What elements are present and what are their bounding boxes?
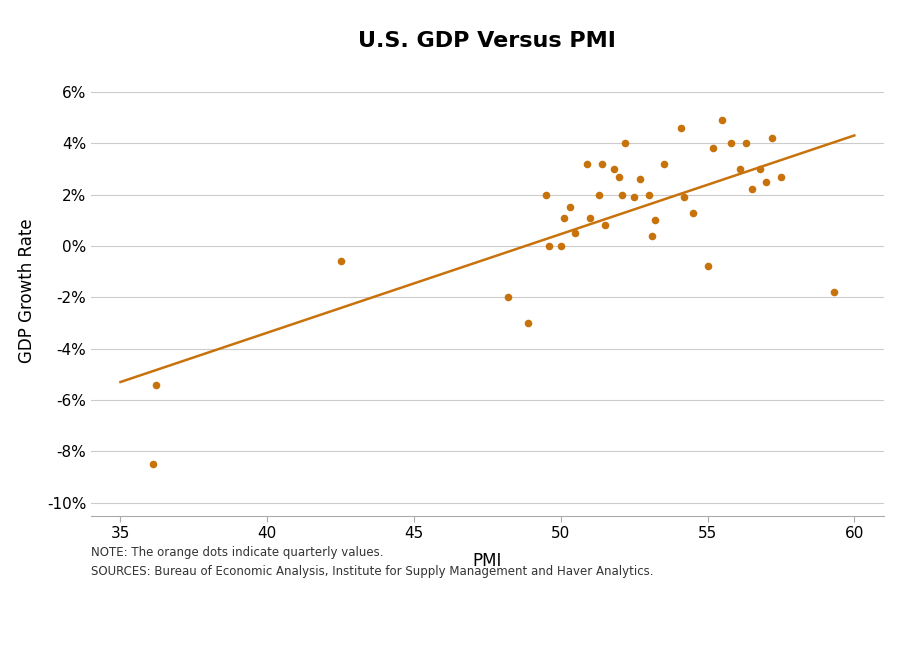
Point bbox=[744, 184, 759, 195]
Point bbox=[607, 163, 621, 174]
Point bbox=[146, 459, 160, 469]
Point bbox=[580, 159, 595, 169]
Point bbox=[701, 261, 715, 272]
Point bbox=[538, 189, 553, 200]
Point bbox=[759, 176, 773, 187]
Point bbox=[583, 212, 598, 223]
Point bbox=[501, 292, 516, 303]
Point bbox=[521, 318, 536, 329]
Point bbox=[542, 241, 557, 251]
Point bbox=[627, 192, 641, 202]
Point bbox=[826, 287, 841, 297]
Point bbox=[715, 115, 730, 126]
Point bbox=[656, 159, 670, 169]
Point bbox=[554, 241, 568, 251]
Point bbox=[618, 138, 632, 149]
Point bbox=[612, 171, 627, 182]
Point bbox=[641, 189, 656, 200]
Point bbox=[644, 230, 659, 241]
Point bbox=[591, 189, 606, 200]
Point bbox=[333, 256, 348, 266]
X-axis label: PMI: PMI bbox=[473, 552, 502, 570]
Point bbox=[562, 202, 577, 213]
Point bbox=[773, 171, 788, 182]
Point bbox=[765, 133, 780, 143]
Point bbox=[615, 189, 630, 200]
Point bbox=[732, 163, 747, 174]
Point bbox=[706, 143, 721, 153]
Point bbox=[633, 174, 648, 184]
Point bbox=[686, 207, 701, 217]
Text: of: of bbox=[281, 626, 295, 640]
Point bbox=[739, 138, 753, 149]
Text: NOTE: The orange dots indicate quarterly values.: NOTE: The orange dots indicate quarterly… bbox=[91, 545, 384, 559]
Text: Federal Reserve Bank: Federal Reserve Bank bbox=[32, 626, 200, 640]
Point bbox=[674, 122, 689, 133]
Point bbox=[723, 138, 738, 149]
Text: SOURCES: Bureau of Economic Analysis, Institute for Supply Management and Haver : SOURCES: Bureau of Economic Analysis, In… bbox=[91, 565, 653, 578]
Text: St. Louis: St. Louis bbox=[301, 626, 371, 640]
Point bbox=[598, 220, 612, 231]
Point bbox=[148, 379, 163, 390]
Point bbox=[648, 215, 662, 225]
Point bbox=[753, 163, 768, 174]
Point bbox=[568, 228, 583, 239]
Point bbox=[557, 212, 571, 223]
Title: U.S. GDP Versus PMI: U.S. GDP Versus PMI bbox=[358, 30, 617, 51]
Y-axis label: GDP Growth Rate: GDP Growth Rate bbox=[17, 219, 36, 363]
Point bbox=[677, 192, 691, 202]
Point bbox=[595, 159, 609, 169]
